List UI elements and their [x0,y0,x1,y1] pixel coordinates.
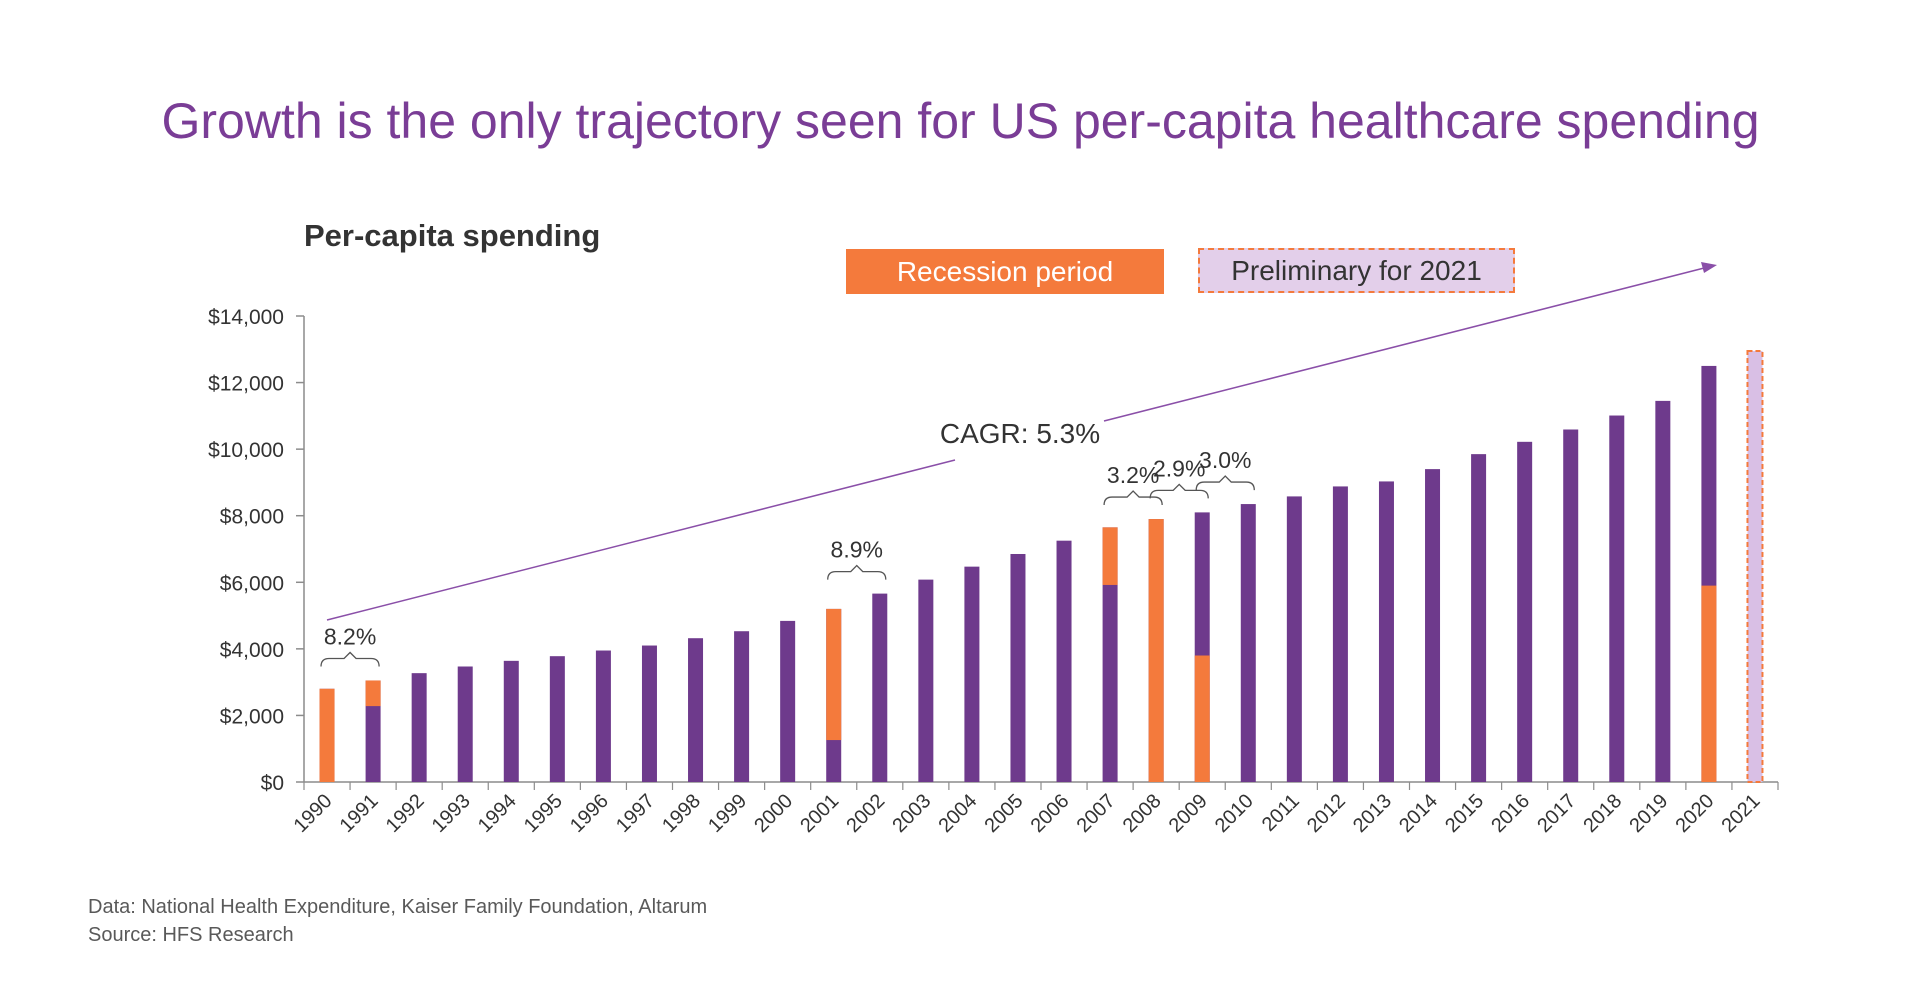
bar-2003 [918,579,934,782]
bar-2019 [1655,400,1671,782]
bar-1990-recession [319,688,335,782]
legend-recession: Recession period [846,249,1164,294]
bar-1997 [641,645,657,782]
bar-2006 [1056,540,1072,782]
bar-2021-preliminary [1746,349,1764,783]
x-tick-label: 2003 [888,790,935,837]
x-tick-label: 1997 [612,790,659,837]
cagr-arrow-head [1701,262,1717,273]
bar-2010 [1240,504,1256,782]
x-tick-label: 2016 [1487,790,1534,837]
y-tick-label: $6,000 [220,572,284,595]
x-tick-label: 2017 [1533,790,1580,837]
annotation-bracket [1149,483,1209,499]
x-tick-label: 2006 [1027,790,1074,837]
bar-2001-recession [826,608,842,741]
x-tick-label: 2010 [1211,790,1258,837]
x-tick-label: 2012 [1303,790,1350,837]
bar-1999 [734,631,750,782]
cagr-label: CAGR: 5.3% [940,418,1100,449]
y-tick-label: $0 [261,772,284,795]
bar-1998 [688,638,704,782]
x-tick-label: 2018 [1579,790,1626,837]
x-tick-label: 2014 [1395,790,1442,837]
x-tick-label: 2005 [980,790,1027,837]
cagr-arrow-line [1103,265,1713,422]
bar-2012 [1332,486,1348,782]
x-tick-label: 2007 [1073,790,1120,837]
annotation-label: 8.2% [324,623,376,649]
bar-2011 [1286,496,1302,782]
y-tick-label: $8,000 [220,506,284,529]
footer-data-note: Data: National Health Expenditure, Kaise… [88,896,708,918]
bar-2007-recession [1102,527,1118,585]
x-tick-label: 2015 [1441,790,1488,837]
bar-2014 [1425,469,1441,782]
bar-1992 [411,673,427,782]
bar-2009-recession [1194,655,1210,782]
x-tick-label: 1998 [658,790,705,837]
x-tick-label: 1999 [704,790,751,837]
annotation-bracket [827,564,887,580]
bar-2000 [780,620,796,782]
annotation-bracket [320,651,380,667]
annotation-label: 8.9% [831,537,883,563]
bar-1995 [549,656,565,782]
chart-title: Per-capita spending [304,218,601,253]
x-tick-label: 1991 [336,790,383,837]
x-tick-label: 2001 [796,790,843,837]
bar-2007 [1102,527,1118,782]
y-tick-label: $2,000 [220,705,284,728]
bar-2013 [1378,481,1394,782]
x-tick-label: 2002 [842,790,889,837]
bar-2002 [872,593,888,782]
x-tick-label: 2008 [1119,790,1166,837]
bar-1993 [457,666,473,782]
x-tick-label: 2020 [1671,790,1718,837]
x-tick-label: 1996 [566,790,613,837]
annotation-label: 3.0% [1199,447,1251,473]
y-tick-label: $14,000 [208,306,284,329]
x-tick-label: 2011 [1258,790,1304,836]
annotation-bracket [1195,475,1255,491]
x-tick-label: 1990 [290,790,337,837]
footer-source: Source: HFS Research [88,924,294,946]
y-tick-label: $12,000 [208,373,284,396]
y-tick-label: $4,000 [220,639,284,662]
x-tick-label: 2009 [1165,790,1212,837]
bar-2016 [1517,441,1533,782]
bar-2017 [1563,429,1579,782]
bar-2018 [1609,415,1625,782]
x-tick-label: 1994 [474,790,521,837]
bar-2015 [1471,454,1487,782]
annotation-label: 3.2% [1107,462,1159,488]
bar-2020-recession [1701,585,1717,782]
bar-1996 [595,650,611,782]
legend-preliminary: Preliminary for 2021 [1198,248,1515,293]
x-tick-label: 2019 [1625,790,1672,837]
annotation-label: 2.9% [1153,455,1205,481]
x-tick-label: 2013 [1349,790,1396,837]
cagr-arrow-line [326,459,956,621]
x-tick-label: 2021 [1717,790,1764,837]
y-tick-label: $10,000 [208,439,284,462]
x-tick-label: 2004 [934,790,981,837]
bar-2005 [1010,553,1026,782]
bar-1991-recession [365,680,381,707]
x-tick-label: 1995 [520,790,567,837]
bar-1994 [503,660,519,782]
page-title: Growth is the only trajectory seen for U… [161,93,1760,149]
x-tick-label: 2000 [750,790,797,837]
bar-2004 [964,566,980,782]
annotation-bracket [1103,490,1163,506]
bar-2008-recession [1148,519,1164,782]
x-tick-label: 1992 [382,790,429,837]
x-tick-label: 1993 [428,790,475,837]
